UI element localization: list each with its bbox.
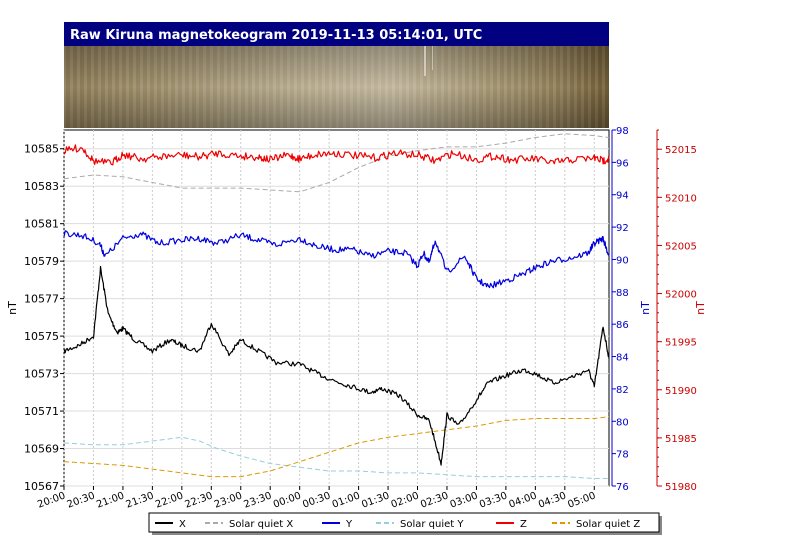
x-tick-label: 23:00: [213, 490, 244, 510]
right-z-tick-label: 52005: [665, 241, 697, 252]
x-tick-label: 00:30: [301, 490, 332, 510]
x-tick-label: 20:00: [36, 490, 67, 510]
x-tick-label: 01:30: [360, 490, 391, 510]
right-z-tick-label: 51980: [665, 482, 697, 493]
x-tick-label: 00:00: [272, 490, 303, 510]
right-y-tick-label: 80: [616, 417, 629, 428]
legend: X Solar quiet X Y Solar quiet Y Z Solar quiet…: [148, 512, 662, 535]
right-y-tick-label: 84: [616, 353, 629, 364]
right-y-tick-label: 78: [616, 450, 629, 461]
series-line-solar-quiet-x: [63, 133, 610, 193]
right-z-tick-label: 51990: [665, 386, 697, 397]
right-y-tick-label: 86: [616, 320, 629, 331]
x-tick-label: 04:00: [508, 490, 539, 510]
legend-box: [148, 512, 660, 533]
legend-label: Solar quiet Z: [576, 519, 640, 530]
right-y-tick-label: 96: [616, 158, 629, 169]
right-y-tick-label: 90: [616, 255, 629, 266]
x-tick-label: 23:30: [242, 490, 273, 510]
x-tick-label: 02:00: [390, 490, 421, 510]
chart-title: Raw Kiruna magnetokeogram 2019-11-13 05:…: [70, 28, 482, 43]
right-z-tick-label: 52000: [665, 290, 697, 301]
left-y-tick-label: 10567: [24, 480, 59, 493]
left-y-tick-label: 10573: [24, 368, 59, 381]
plot-area: [63, 129, 610, 487]
left-y-tick-label: 10583: [24, 180, 59, 193]
grid: [63, 130, 609, 487]
x-tick-label: 03:00: [449, 490, 480, 510]
x-tick-label: 01:00: [331, 490, 362, 510]
right-y-tick-label: 76: [616, 482, 629, 493]
left-y-tick-label: 10569: [24, 443, 59, 456]
right-z-tick-label: 52010: [665, 193, 697, 204]
left-y-tick-label: 10581: [24, 218, 59, 231]
x-tick-label: 02:30: [419, 490, 450, 510]
x-tick-label: 03:30: [478, 490, 509, 510]
right-y-tick-label: 92: [616, 223, 629, 234]
series-line-x: [63, 265, 610, 466]
right-y-tick-label: 94: [616, 191, 629, 202]
right-y-axis-label: nT: [639, 301, 652, 315]
left-y-tick-label: 10577: [24, 293, 59, 306]
title-background: [64, 22, 609, 46]
x-tick-label: 22:00: [154, 490, 185, 510]
title-bar: Raw Kiruna magnetokeogram 2019-11-13 05:…: [64, 22, 609, 46]
right-y-tick-label: 98: [616, 126, 629, 137]
right-z-tick-label: 51985: [665, 434, 697, 445]
x-tick-label: 04:30: [537, 490, 568, 510]
x-tick-label: 05:00: [566, 490, 597, 510]
left-y-axis-label: nT: [6, 301, 19, 315]
legend-label: Z: [520, 519, 527, 530]
legend-label: Solar quiet X: [229, 519, 293, 530]
x-tick-label: 21:30: [125, 490, 156, 510]
keogram-strip: [64, 46, 609, 128]
left-y-tick-label: 10575: [24, 330, 59, 343]
series-line-y: [63, 230, 610, 289]
x-tick-label: 20:30: [66, 490, 97, 510]
legend-label: Y: [345, 519, 353, 530]
right-y-tick-label: 88: [616, 288, 629, 299]
legend-label: X: [179, 519, 186, 530]
x-tick-label: 21:00: [95, 490, 126, 510]
right-y-tick-label: 82: [616, 385, 629, 396]
right-z-tick-label: 51995: [665, 338, 697, 349]
series-line-z: [63, 144, 610, 166]
series-line-solar-quiet-z: [63, 416, 610, 478]
axes: 20:0020:3021:0021:3022:0022:3023:0023:30…: [6, 126, 707, 511]
series-line-solar-quiet-y: [63, 436, 609, 479]
legend-label: Solar quiet Y: [400, 519, 464, 530]
series-layer: [63, 133, 610, 479]
left-y-tick-label: 10571: [24, 405, 59, 418]
right-z-axis-label: nT: [694, 301, 707, 315]
left-y-tick-label: 10579: [24, 255, 59, 268]
left-y-tick-label: 10585: [24, 143, 59, 156]
x-tick-label: 22:30: [183, 490, 214, 510]
right-z-tick-label: 52015: [665, 145, 697, 156]
